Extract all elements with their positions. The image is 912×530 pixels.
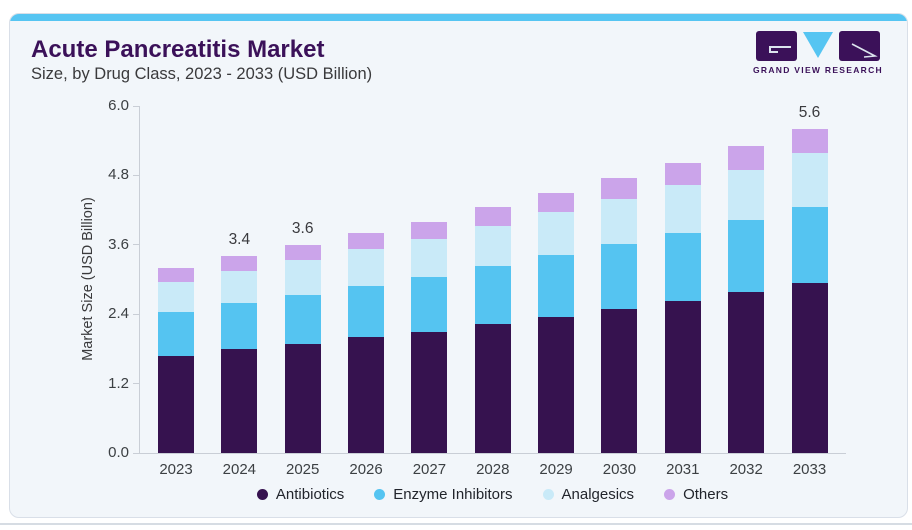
y-tick-mark [133, 452, 139, 454]
grand-view-research-logo: GRAND VIEW RESEARCH [751, 31, 885, 75]
bar-segment-analgesics [411, 239, 448, 278]
bar-segment-antibiotics [601, 308, 638, 453]
bar-segment-others [601, 178, 638, 200]
legend-swatch-icon [664, 488, 676, 500]
bar-segment-antibiotics [474, 324, 511, 453]
chart-card: Acute Pancreatitis Market Size, by Drug … [9, 13, 908, 518]
y-axis-tick-label: 4.8 [108, 166, 129, 184]
y-axis-tick-label: 0.0 [108, 444, 129, 461]
y-axis-tick-label: 6.0 [108, 97, 129, 114]
bar-segment-enzyme-inhibitors [284, 294, 321, 344]
legend-label: Enzyme Inhibitors [393, 485, 513, 503]
bar-total-label: 5.6 [798, 104, 821, 122]
bar-segment-others [221, 255, 258, 271]
logo-v-triangle-icon [803, 32, 833, 58]
bar-segment-others [348, 232, 385, 250]
y-tick-mark [133, 105, 139, 107]
legend-item-analgesics: Analgesics [542, 485, 635, 503]
bar-segment-others [474, 207, 511, 226]
bar-segment-enzyme-inhibitors [348, 285, 385, 338]
bar-segment-analgesics [601, 199, 638, 245]
logo-mark [751, 31, 885, 62]
bar-segment-enzyme-inhibitors [538, 255, 575, 317]
bar-total-label: 3.6 [291, 219, 314, 237]
bar-segment-enzyme-inhibitors [664, 232, 701, 301]
bar-segment-analgesics [284, 260, 321, 295]
bar-segment-others [664, 162, 701, 185]
page-title: Acute Pancreatitis Market [31, 36, 325, 63]
x-axis-tick-label: 2023 [159, 461, 193, 478]
x-axis-tick-label: 2033 [792, 461, 827, 478]
y-axis-title: Market Size (USD Billion) [80, 197, 96, 361]
legend: Antibiotics Enzyme Inhibitors Analgesics Ot… [139, 485, 846, 503]
bar-segment-analgesics [664, 184, 701, 233]
y-tick-mark [133, 383, 139, 385]
y-axis-tick-label: 2.4 [108, 305, 129, 323]
bar-segment-enzyme-inhibitors [474, 266, 511, 325]
legend-swatch-icon [542, 488, 554, 500]
bar-segment-analgesics [348, 249, 385, 286]
x-axis-tick-label: 2031 [666, 461, 700, 478]
bar-segment-antibiotics [284, 343, 321, 453]
bar-segment-others [411, 221, 448, 239]
y-tick-mark [133, 244, 139, 246]
logo-r-block-icon [839, 31, 880, 61]
bar-segment-antibiotics [791, 282, 828, 453]
legend-item-enzyme-inhibitors: Enzyme Inhibitors [374, 485, 513, 503]
y-tick-mark [133, 313, 139, 315]
x-axis-tick-label: 2027 [412, 461, 447, 478]
bar-segment-antibiotics [221, 349, 258, 453]
x-axis-tick-label: 2026 [349, 461, 383, 478]
bar-total-label: 3.4 [228, 230, 251, 248]
y-axis-tick-label: 1.2 [108, 374, 129, 392]
legend-item-antibiotics: Antibiotics [256, 485, 345, 503]
legend-label: Analgesics [561, 485, 635, 503]
bar-segment-others [728, 146, 765, 170]
bar-segment-antibiotics [664, 300, 701, 453]
bar-segment-antibiotics [538, 316, 575, 453]
x-axis-tick-label: 2024 [222, 461, 257, 478]
bar-segment-others [158, 267, 194, 282]
legend-swatch-icon [256, 488, 268, 500]
x-axis-line [139, 453, 846, 454]
page-subtitle: Size, by Drug Class, 2023 - 2033 (USD Bi… [31, 65, 373, 83]
bar-segment-enzyme-inhibitors [158, 312, 194, 356]
legend-label: Antibiotics [275, 485, 345, 503]
bar-segment-others [284, 244, 321, 261]
bar-segment-antibiotics [411, 331, 448, 453]
bottom-divider [0, 523, 912, 525]
bar-segment-analgesics [728, 169, 765, 220]
bar-segment-analgesics [474, 225, 511, 267]
x-axis-tick-label: 2025 [286, 461, 320, 478]
legend-label: Others [683, 485, 729, 503]
logo-g-block-icon [756, 31, 797, 61]
bar-segment-enzyme-inhibitors [791, 206, 828, 283]
bar-segment-enzyme-inhibitors [411, 277, 448, 332]
x-axis-tick-label: 2030 [602, 461, 637, 478]
bar-segment-others [538, 192, 575, 213]
bar-segment-enzyme-inhibitors [601, 244, 638, 309]
bar-segment-analgesics [791, 153, 828, 207]
bar-segment-antibiotics [158, 355, 194, 453]
bar-segment-others [791, 129, 828, 154]
x-axis-tick-label: 2028 [476, 461, 510, 478]
y-tick-mark [133, 174, 139, 176]
bar-segment-analgesics [538, 212, 575, 256]
bar-segment-enzyme-inhibitors [728, 219, 765, 293]
logo-wordmark: GRAND VIEW RESEARCH [752, 65, 883, 75]
bar-segment-analgesics [158, 281, 194, 313]
y-axis-line [139, 106, 140, 454]
legend-swatch-icon [374, 488, 386, 500]
accent-top-strip [10, 14, 907, 21]
legend-item-others: Others [664, 486, 728, 503]
bar-segment-analgesics [221, 270, 258, 304]
bar-segment-antibiotics [728, 292, 765, 453]
x-axis-tick-label: 2032 [729, 461, 763, 478]
bar-segment-antibiotics [348, 337, 385, 453]
x-axis-tick-label: 2029 [539, 461, 573, 478]
y-axis-tick-label: 3.6 [108, 235, 129, 253]
bar-segment-enzyme-inhibitors [221, 303, 258, 350]
